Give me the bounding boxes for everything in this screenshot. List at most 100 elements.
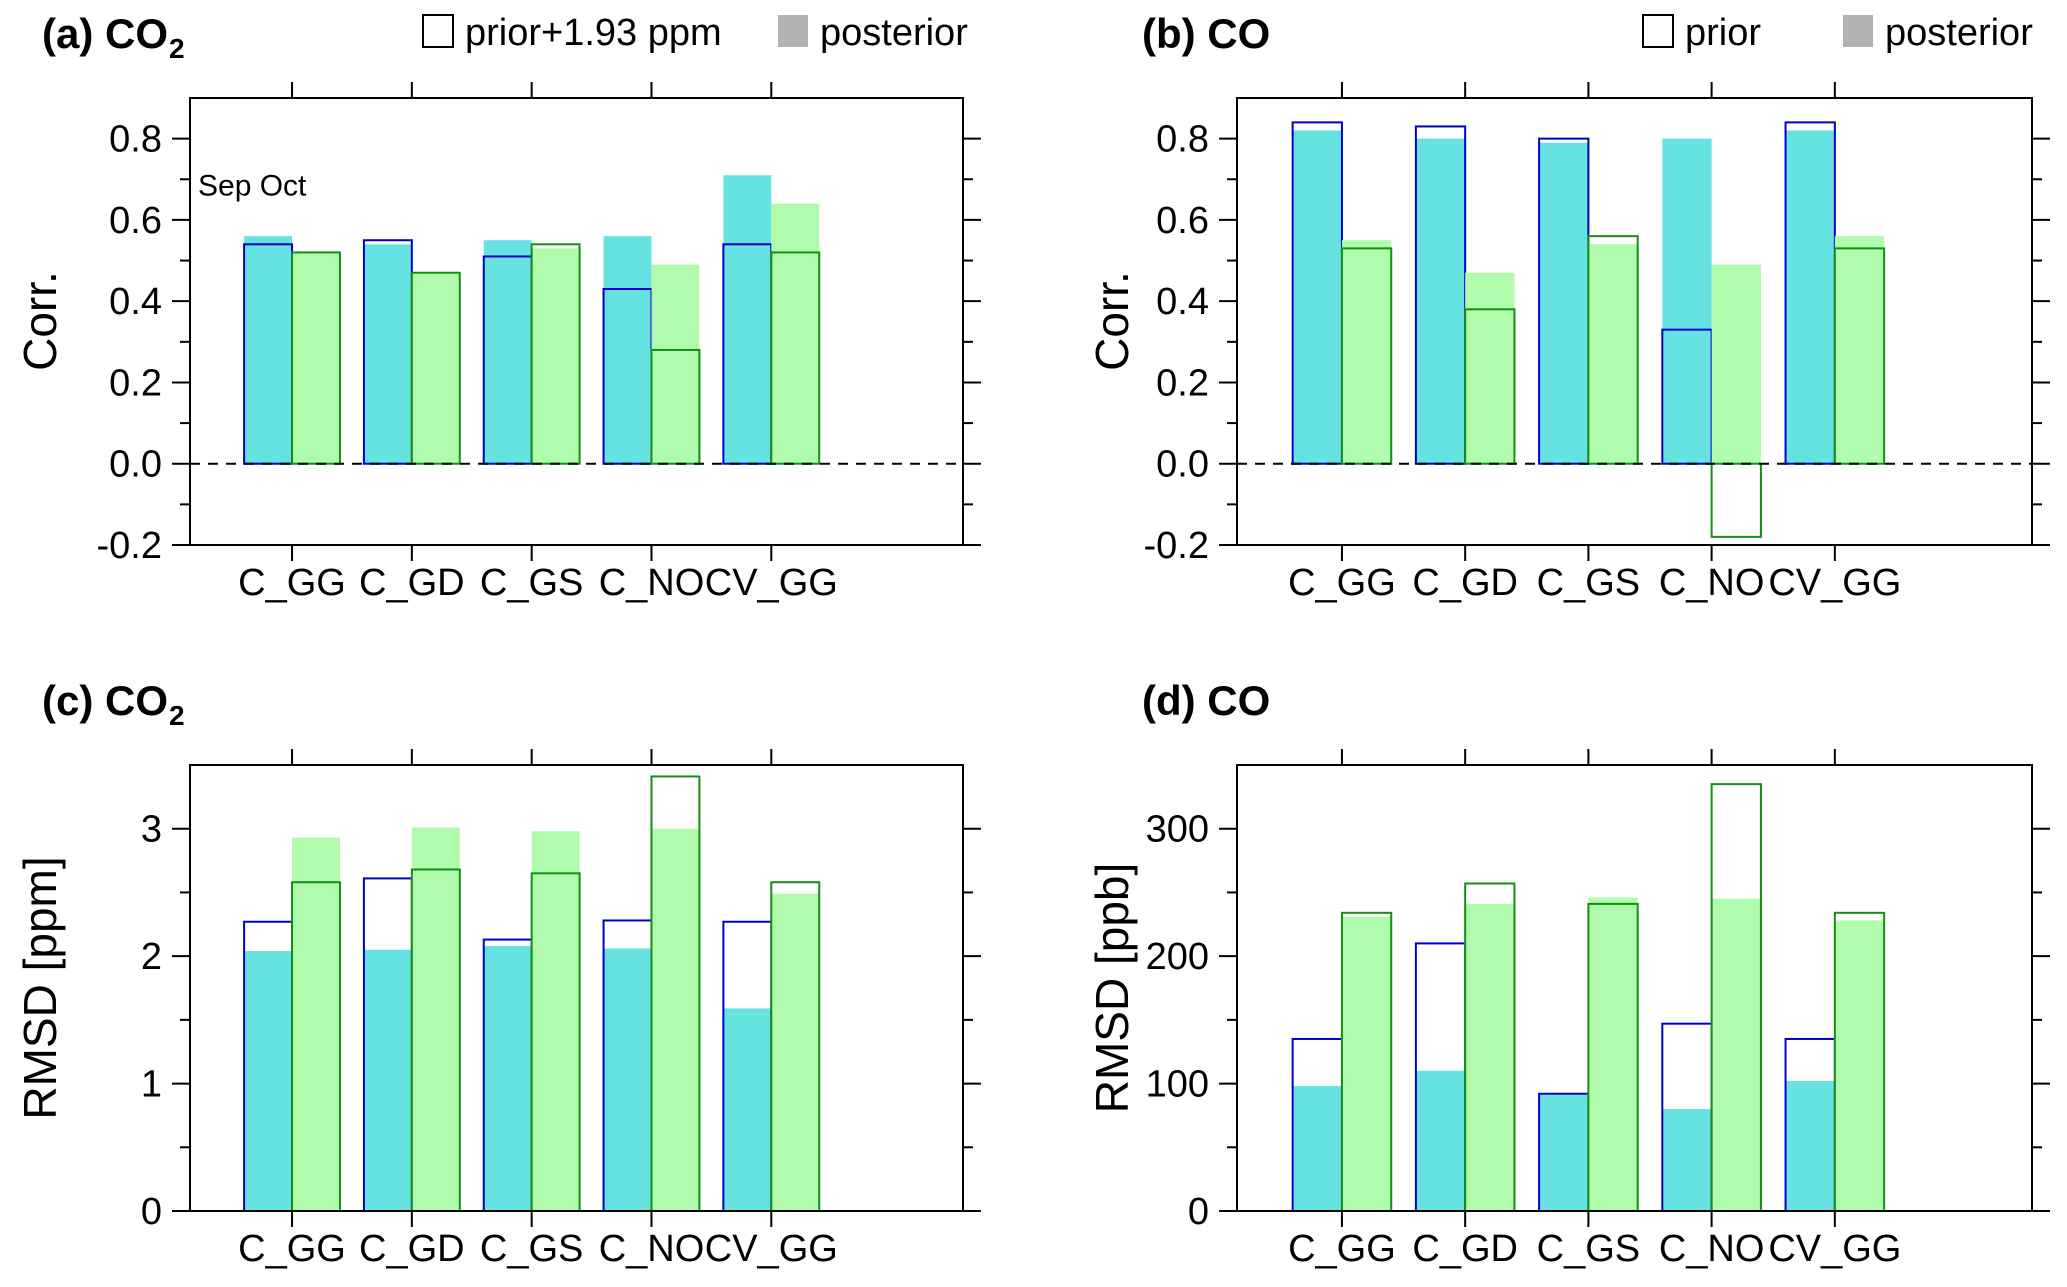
bar-oct-posterior-C_NO (651, 264, 700, 464)
bar-sep-posterior-C_NO (603, 236, 652, 464)
bar-sep-posterior-C_GS (483, 240, 532, 464)
y-axis-label: RMSD [ppm] (14, 856, 66, 1119)
y-tick-label: 300 (1146, 809, 1209, 851)
bar-oct-posterior-C_GG (1341, 916, 1392, 1211)
bar-sep-posterior-CV_GG (1785, 1081, 1835, 1211)
bar-oct-posterior-C_GD (1465, 272, 1515, 464)
bar-sep-posterior-C_GG (1292, 1086, 1342, 1211)
bar-oct-posterior-C_GG (292, 252, 340, 464)
panel-title: (b) CO (1142, 10, 1270, 57)
y-tick-label: 200 (1146, 936, 1209, 978)
x-tick-label: C_GS (480, 562, 583, 604)
x-tick-label: C_GD (359, 1228, 465, 1270)
bar-oct-posterior-C_GS (1588, 244, 1638, 464)
bar-oct-posterior-C_GS (531, 248, 580, 464)
y-tick-label: 0.2 (109, 362, 162, 404)
bar-sep-posterior-C_GD (363, 949, 412, 1211)
bar-oct-prior-C_GS (1587, 235, 1639, 465)
panel-b: (b) CO prior posterior Corr. C_GG C_GD C_GS C_N… (1086, 10, 2050, 604)
x-tick-label: CV_GG (1768, 1228, 1901, 1270)
y-tick-label: 1 (141, 1064, 162, 1106)
y-tick-label: -0.2 (97, 525, 162, 567)
bar-oct-prior-C_GD (410, 271, 461, 465)
x-tick-label: C_GS (1537, 1228, 1640, 1270)
x-tick-label: C_GD (359, 562, 465, 604)
x-tick-label: CV_GG (1768, 562, 1901, 604)
bar-sep-posterior-C_GD (1415, 1070, 1466, 1211)
bar-sep-posterior-C_GD (1415, 138, 1466, 464)
panel-title-subscript: 2 (169, 700, 185, 731)
bar-sep-posterior-CV_GG (1785, 130, 1835, 464)
x-tick-label: C_GG (238, 562, 346, 604)
bar-oct-posterior-C_NO (1711, 898, 1761, 1211)
panel-d: (d) CO RMSD [ppb] C_GG C_GD C_GS C_NO CV_GG 0 10… (1086, 677, 2050, 1270)
bar-oct-posterior-C_GS (531, 831, 580, 1211)
y-tick-label: 0.4 (1156, 281, 1209, 323)
bar-oct-posterior-C_GD (1465, 903, 1515, 1211)
x-tick-label: C_GG (238, 1228, 346, 1270)
bar-oct-posterior-CV_GG (771, 893, 820, 1211)
y-tick-label: 0.8 (109, 119, 162, 161)
panel-title: (d) CO (1142, 677, 1270, 724)
y-tick-label: 0.8 (1156, 119, 1209, 161)
panel-a: (a) CO 2 prior+1.93 ppm posterior Corr. C_GG C… (14, 10, 981, 604)
bar-sep-posterior-C_GG (1292, 130, 1342, 464)
x-tick-label: C_NO (1659, 1228, 1765, 1270)
panel-title-subscript: 2 (169, 33, 185, 64)
plot-frame (189, 97, 964, 546)
y-tick-label: 3 (141, 809, 162, 851)
y-axis-label: Corr. (1086, 271, 1138, 371)
bar-sep-posterior-CV_GG (723, 175, 772, 464)
x-tick-label: C_GD (1412, 1228, 1518, 1270)
bar-oct-prior-C_NO (650, 348, 701, 465)
x-tick-label: CV_GG (705, 1228, 838, 1270)
y-tick-label: 0 (141, 1191, 162, 1233)
bar-oct-posterior-CV_GG (771, 203, 820, 464)
annotation-sep-oct: Sep Oct (198, 170, 307, 203)
x-tick-label: C_GS (1537, 562, 1640, 604)
y-axis-label: RMSD [ppb] (1086, 863, 1138, 1114)
y-tick-label: 0.4 (109, 281, 162, 323)
plot-frame (1236, 764, 2033, 1212)
y-tick-label: 2 (141, 936, 162, 978)
bar-oct-posterior-C_GG (292, 837, 340, 1211)
bar-oct-posterior-C_GD (411, 827, 460, 1211)
bar-sep-posterior-C_GS (483, 945, 532, 1211)
bar-oct-prior-C_NO (1710, 462, 1762, 538)
y-tick-label: 0.2 (1156, 362, 1209, 404)
plot-frame (1236, 97, 2033, 546)
x-tick-label: C_NO (599, 1228, 705, 1270)
bar-sep-posterior-C_GD (363, 244, 412, 464)
x-tick-label: C_GG (1288, 1228, 1396, 1270)
legend-prior-label: prior (1685, 12, 1761, 54)
legend-posterior-label: posterior (1885, 12, 2033, 54)
bar-sep-posterior-C_NO (603, 948, 652, 1211)
bar-sep-posterior-CV_GG (723, 1008, 772, 1211)
legend-posterior-label: posterior (820, 12, 968, 54)
y-tick-label: 100 (1146, 1064, 1209, 1106)
bar-oct-posterior-C_GG (1341, 240, 1392, 464)
bar-sep-posterior-C_GS (1539, 142, 1589, 464)
bar-sep-posterior-C_GG (244, 951, 293, 1211)
bar-sep-posterior-C_NO (1662, 138, 1712, 464)
bar-oct-posterior-C_GD (411, 272, 460, 464)
panel-title: (c) CO (42, 677, 168, 724)
bar-oct-prior-C_GG (291, 251, 341, 465)
y-tick-label: 0.6 (109, 200, 162, 242)
bar-sep-posterior-C_GS (1539, 1095, 1589, 1211)
x-tick-label: C_GD (1412, 562, 1518, 604)
x-tick-label: C_GS (480, 1228, 583, 1270)
legend-prior-label: prior+1.93 ppm (465, 12, 722, 54)
bar-sep-posterior-C_GG (244, 236, 293, 464)
x-tick-label: C_NO (1659, 562, 1765, 604)
legend-prior-swatch (1642, 14, 1674, 48)
bar-oct-posterior-CV_GG (1834, 236, 1885, 464)
x-tick-label: CV_GG (705, 562, 838, 604)
bar-oct-posterior-C_NO (1711, 264, 1761, 464)
y-tick-label: 0.0 (109, 444, 162, 486)
y-tick-label: 0 (1188, 1191, 1209, 1233)
legend-posterior-swatch (1843, 15, 1873, 47)
y-tick-label: 0.0 (1156, 444, 1209, 486)
